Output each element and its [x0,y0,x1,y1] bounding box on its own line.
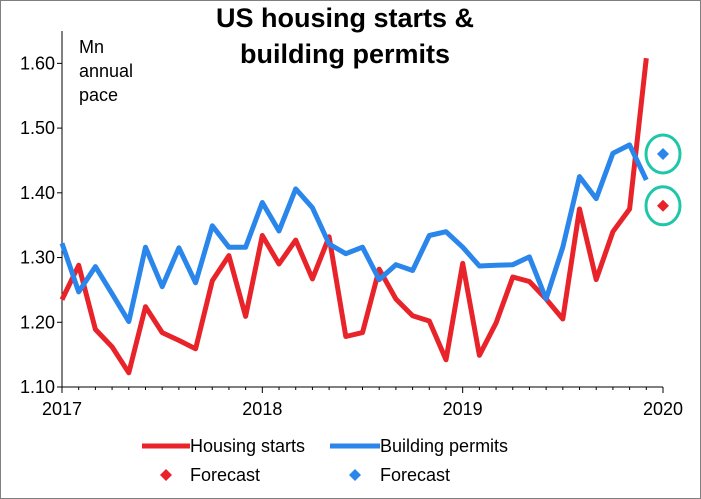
unit-label-line-1: Mn [79,37,104,57]
forecast-diamond-housing-starts [657,199,669,212]
y-axis-ticks: 1.10 1.20 1.30 1.40 1.50 1.60 [20,53,62,397]
x-tick-label: 2019 [443,399,483,419]
legend-diamond-permits-forecast [349,469,361,481]
forecast-highlight-ellipse [644,133,682,175]
series-lines [59,57,649,376]
legend-label-housing-starts: Housing starts [190,436,305,456]
x-axis-ticks: 2017 2018 2019 2020 [42,387,683,419]
y-tick-label: 1.60 [20,53,55,73]
legend: Housing starts Building permits Forecast… [142,436,508,485]
legend-label-housing-forecast: Forecast [190,465,260,485]
legend-diamond-housing-forecast [160,469,172,481]
y-tick-label: 1.10 [20,377,55,397]
y-tick-label: 1.50 [20,118,55,138]
unit-label-line-3: pace [79,85,118,105]
chart-title-line-2: building permits [240,39,450,69]
series-line-building-permits [59,142,649,325]
x-tick-label: 2018 [242,399,282,419]
forecast-markers [644,133,682,227]
y-tick-label: 1.20 [20,312,55,332]
unit-label-line-2: annual [79,61,133,81]
legend-label-permits-forecast: Forecast [380,465,450,485]
y-tick-label: 1.30 [20,248,55,268]
series-line-housing-starts [59,57,649,376]
forecast-highlight-ellipse [644,185,682,227]
x-tick-label: 2017 [42,399,82,419]
legend-label-building-permits: Building permits [380,436,508,456]
chart-title-line-1: US housing starts & [216,3,474,33]
forecast-diamond-building-permits [657,147,669,160]
x-tick-label: 2020 [643,399,683,419]
y-tick-label: 1.40 [20,183,55,203]
